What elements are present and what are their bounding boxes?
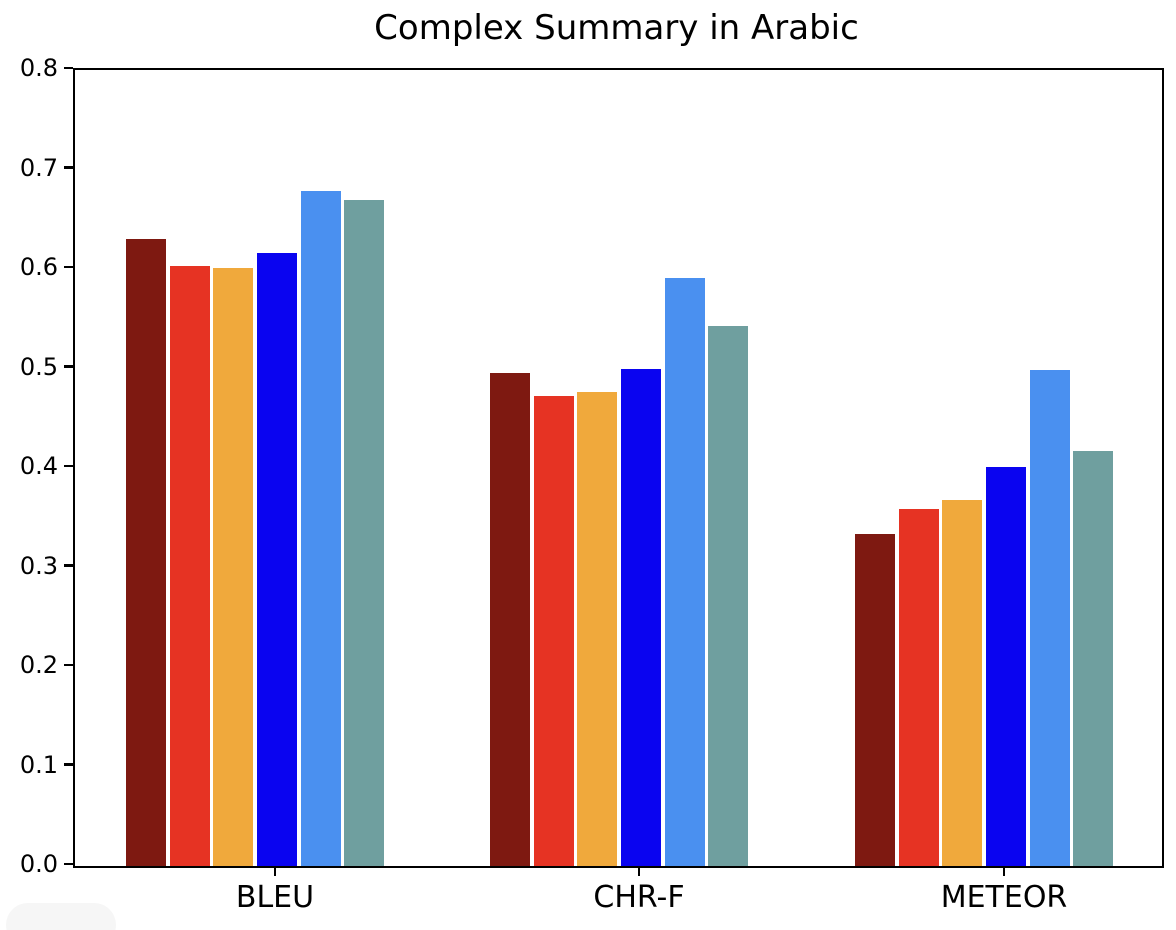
y-tick-mark-0.1	[64, 763, 73, 766]
x-tick-mark-chr-f	[637, 866, 641, 876]
bar-meteor-orange	[942, 499, 983, 866]
plot-area	[73, 68, 1164, 868]
y-tick-label-0.8: 0.8	[19, 54, 58, 82]
bar-chr-f-dark-red	[489, 373, 530, 866]
bar-meteor-blue	[986, 467, 1026, 866]
bar-chr-f-red	[533, 396, 574, 866]
y-tick-mark-0.6	[64, 265, 73, 269]
y-tick-label-0.4: 0.4	[19, 452, 58, 480]
y-tick-label-0.6: 0.6	[19, 253, 58, 281]
bar-bleu-light-blue	[300, 191, 341, 866]
bar-bleu-red	[169, 266, 210, 866]
x-tick-label-chr-f: CHR-F	[593, 880, 685, 915]
bar-meteor-dark-red	[854, 533, 895, 866]
bar-bleu-blue	[257, 253, 297, 866]
x-tick-mark-bleu	[273, 866, 277, 876]
y-tick-mark-0.0	[64, 862, 73, 866]
bar-meteor-teal	[1073, 451, 1114, 866]
y-tick-label-0.5: 0.5	[19, 352, 58, 381]
bar-chr-f-orange	[577, 392, 618, 866]
y-tick-mark-0.8	[64, 66, 73, 70]
y-tick-mark-0.4	[64, 464, 73, 468]
y-tick-mark-0.5	[64, 365, 73, 368]
bar-meteor-light-blue	[1029, 369, 1070, 866]
y-tick-label-0.3: 0.3	[19, 551, 58, 580]
bar-bleu-orange	[213, 268, 254, 866]
y-tick-mark-0.3	[64, 564, 73, 567]
x-tick-label-bleu: BLEU	[235, 880, 315, 915]
bar-bleu-teal	[344, 200, 385, 866]
bar-meteor-red	[898, 508, 939, 866]
y-tick-mark-0.7	[64, 166, 73, 169]
y-tick-label-0.0: 0.0	[19, 850, 58, 878]
y-tick-mark-0.2	[64, 663, 73, 667]
corner-blob-decoration	[6, 903, 116, 930]
bar-bleu-dark-red	[125, 239, 166, 866]
bar-chr-f-blue	[621, 368, 661, 866]
y-tick-label-0.1: 0.1	[19, 750, 58, 779]
x-tick-label-meteor: METEOR	[940, 880, 1068, 915]
y-tick-label-0.7: 0.7	[19, 153, 58, 182]
bar-chr-f-light-blue	[664, 277, 705, 866]
bar-chr-f-teal	[708, 325, 749, 866]
chart-title: Complex Summary in Arabic	[374, 8, 859, 48]
x-tick-mark-meteor	[1002, 866, 1006, 876]
y-tick-label-0.2: 0.2	[19, 651, 58, 679]
